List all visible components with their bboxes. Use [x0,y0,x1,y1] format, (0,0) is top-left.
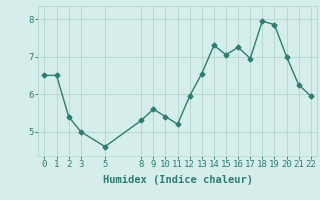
X-axis label: Humidex (Indice chaleur): Humidex (Indice chaleur) [103,175,252,185]
